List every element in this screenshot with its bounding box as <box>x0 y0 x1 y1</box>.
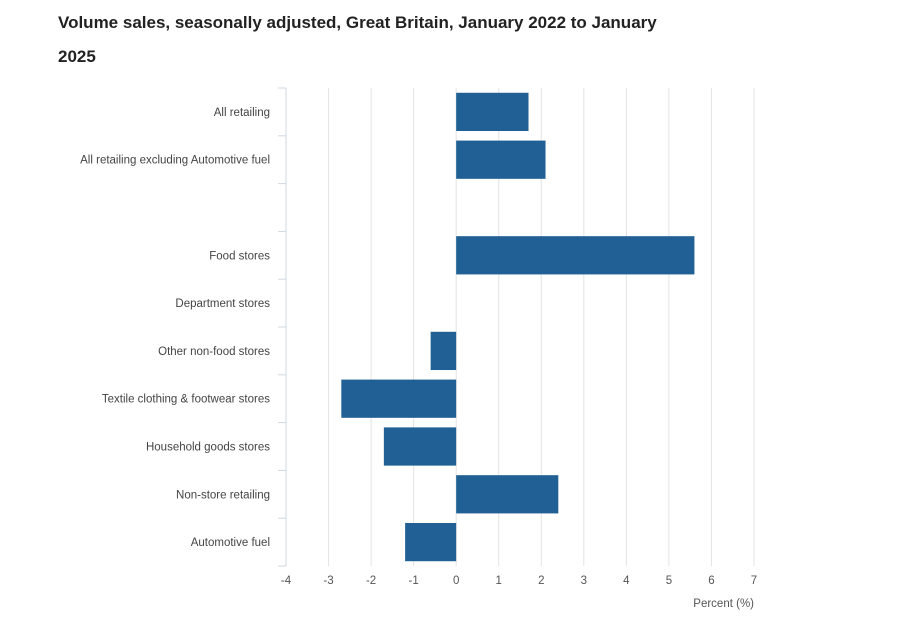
gridlines <box>328 88 755 566</box>
bar <box>430 331 457 371</box>
x-axis-title: Percent (%) <box>693 598 754 610</box>
x-tick-label: 4 <box>623 575 630 587</box>
x-tick-label: -1 <box>409 575 419 587</box>
category-labels: All retailing All retailing excluding Aut… <box>80 107 270 549</box>
x-tick-label: 1 <box>496 575 502 587</box>
category-label: Textile clothing & footwear stores <box>102 394 270 406</box>
bar <box>456 475 559 514</box>
chart-title: Volume sales, seasonally adjusted, Great… <box>58 13 657 66</box>
bar <box>405 522 457 562</box>
x-tick-labels: -4 -3 -2 -1 0 1 2 3 4 5 6 7 <box>281 575 757 587</box>
x-tick-label: -2 <box>366 575 376 587</box>
bar <box>456 236 695 275</box>
x-tick-label: 2 <box>538 575 544 587</box>
category-label: All retailing <box>214 107 270 119</box>
x-tick-label: 7 <box>751 575 757 587</box>
category-label: Automotive fuel <box>191 537 270 549</box>
category-label: Household goods stores <box>146 442 270 454</box>
bar <box>456 140 546 179</box>
x-tick-label: -3 <box>323 575 333 587</box>
bar <box>341 379 457 418</box>
category-label: All retailing excluding Automotive fuel <box>80 155 270 167</box>
x-tick-label: 6 <box>708 575 714 587</box>
bars <box>341 92 695 562</box>
category-label: Non-store retailing <box>176 489 270 501</box>
y-axis-ticks <box>278 87 286 567</box>
x-tick-label: 0 <box>453 575 459 587</box>
category-label: Food stores <box>209 250 270 262</box>
x-tick-label: -4 <box>281 575 292 587</box>
x-tick-label: 3 <box>581 575 587 587</box>
category-label: Other non-food stores <box>158 346 270 358</box>
category-label: Department stores <box>175 298 270 310</box>
x-tick-label: 5 <box>666 575 672 587</box>
bar <box>383 427 457 466</box>
bar <box>456 92 529 132</box>
